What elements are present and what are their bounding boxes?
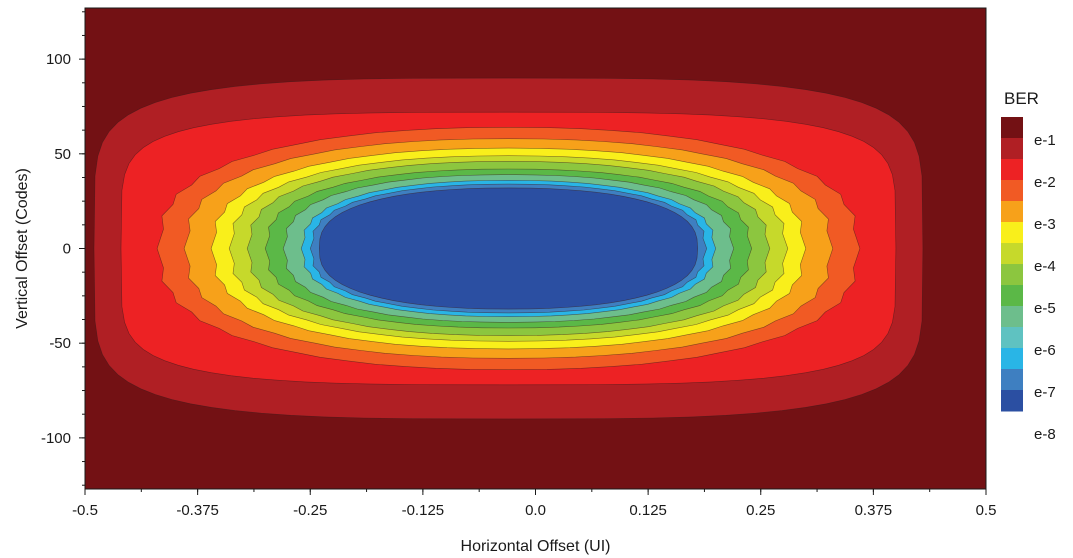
legend-swatch [1001,243,1023,265]
legend-swatch [1001,264,1023,286]
plot-area [85,8,986,489]
legend-swatch [1001,369,1023,391]
x-tick-label: -0.125 [402,502,445,519]
y-tick-label: 0 [63,241,71,258]
legend-swatch [1001,285,1023,307]
legend-swatch [1001,138,1023,160]
x-tick-label: -0.25 [293,502,327,519]
y-axis: 100 50 0 -50 -100 [41,11,85,486]
legend-swatch [1001,348,1023,370]
legend-label: e-2 [1034,174,1056,191]
x-tick-label: -0.5 [72,502,98,519]
legend-title: BER [1004,89,1039,108]
x-tick-label: 0.0 [525,502,546,519]
legend-label: e-3 [1034,216,1056,233]
x-tick-label: 0.5 [976,502,997,519]
y-tick-label: -100 [41,430,71,447]
x-tick-label: -0.375 [176,502,219,519]
x-tick-label: 0.125 [629,502,667,519]
legend-label: e-5 [1034,300,1056,317]
x-tick-label: 0.375 [855,502,893,519]
legend-swatch [1001,180,1023,202]
legend-swatch [1001,390,1023,412]
legend: e-1 e-2 e-3 e-4 e-5 e-6 e-7 e-8 [1001,117,1056,443]
contour-region-12 [318,187,699,310]
legend-swatch [1001,222,1023,244]
x-axis: -0.5 -0.375 -0.25 -0.125 0.0 0.125 0.25 0.375 0.… [72,489,996,519]
legend-swatch [1001,306,1023,328]
legend-swatch [1001,117,1023,139]
legend-swatch [1001,327,1023,349]
legend-label: e-7 [1034,384,1056,401]
y-tick-label: 100 [46,51,71,68]
legend-swatch [1001,159,1023,181]
x-tick-label: 0.25 [746,502,775,519]
legend-label: e-4 [1034,258,1056,275]
y-tick-label: 50 [54,146,71,163]
legend-label: e-6 [1034,342,1056,359]
legend-label: e-1 [1034,132,1056,149]
legend-swatch [1001,201,1023,223]
y-tick-label: -50 [49,335,71,352]
legend-label: e-8 [1034,426,1056,443]
x-axis-title: Horizontal Offset (UI) [461,538,611,555]
y-axis-title: Vertical Offset (Codes) [14,168,31,329]
